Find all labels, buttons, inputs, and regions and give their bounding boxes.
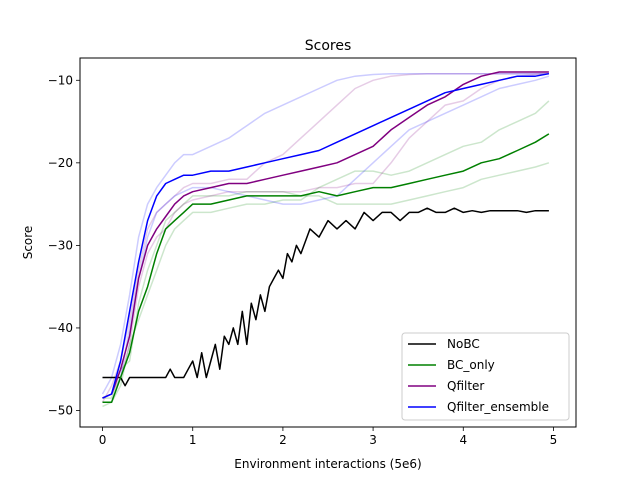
x-tick-label: 4: [459, 433, 467, 447]
x-tick-label: 0: [99, 433, 107, 447]
y-tick-label: −20: [48, 156, 73, 170]
x-axis: 0 1 2 3 4 5: [99, 427, 558, 447]
y-tick-label: −30: [48, 238, 73, 252]
x-axis-label: Environment interactions (5e6): [234, 457, 421, 471]
y-tick-label: −10: [48, 73, 73, 87]
chart-title: Scores: [305, 38, 352, 54]
series-lines: [102, 71, 550, 403]
legend-box: [401, 332, 570, 421]
background-run-line-0: [102, 100, 550, 408]
x-tick-label: 1: [189, 433, 197, 447]
x-tick-label: 5: [550, 433, 558, 447]
y-axis-label: Score: [21, 226, 35, 260]
legend-label: BC_only: [447, 358, 495, 372]
background-run-line-3: [102, 72, 549, 399]
series-line-qfilter-ensemble: [102, 72, 550, 399]
legend: NoBC BC_only Qfilter Qfilter_ensemble: [401, 332, 570, 421]
background-run-line-4: [101, 72, 549, 395]
legend-label: Qfilter: [447, 379, 484, 393]
series-line-qfilter: [102, 71, 549, 399]
plot-frame: [79, 57, 577, 428]
y-axis: −50 −40 −30 −20 −10: [48, 73, 80, 417]
legend-label: Qfilter_ensemble: [447, 400, 549, 414]
background-run-line-5: [102, 75, 550, 403]
series-line-nobc: [102, 207, 549, 387]
background-run-line-1: [102, 162, 550, 399]
x-tick-label: 3: [369, 433, 377, 447]
legend-label: NoBC: [447, 337, 480, 351]
x-tick-label: 2: [279, 433, 287, 447]
series-line-bc-only: [102, 133, 550, 403]
background-run-line-2: [101, 72, 549, 403]
background-runs: [101, 72, 550, 408]
y-tick-label: −50: [48, 403, 73, 417]
y-tick-label: −40: [48, 321, 73, 335]
